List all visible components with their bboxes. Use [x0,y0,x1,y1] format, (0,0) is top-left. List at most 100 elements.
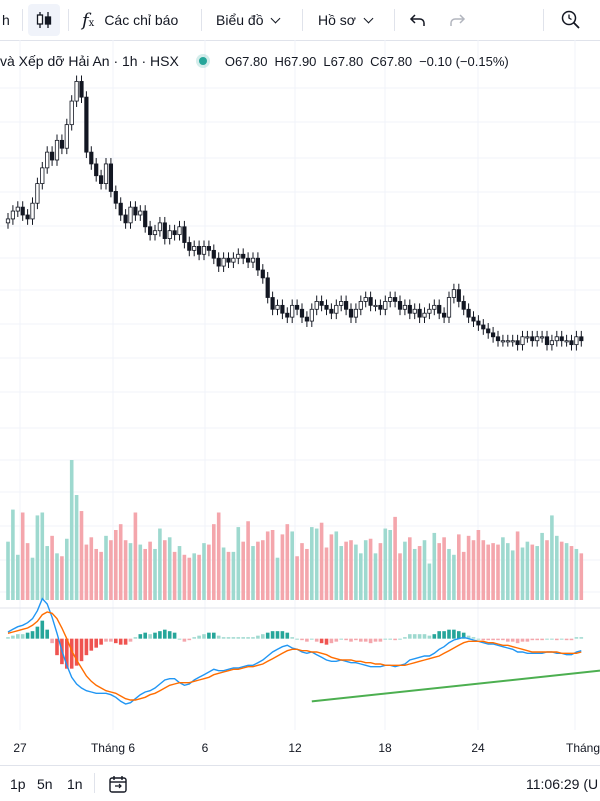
macd-histogram-bar [84,638,89,656]
volume-bar [114,530,118,600]
volume-bar [393,516,397,600]
candle-body [201,246,207,255]
volume-bar [339,546,343,600]
candle-body [245,257,251,263]
range-button-1p[interactable]: 1p [10,775,26,792]
volume-bar [461,551,466,600]
chart-menu-button[interactable]: Biểu đồ [216,0,281,40]
volume-bar [442,537,446,600]
trend-line [311,669,600,703]
go-to-date-button[interactable] [108,766,128,801]
macd-histogram-bar [285,632,290,639]
volume-bar [79,511,84,600]
volume-bar [226,551,231,600]
volume-bar [427,563,432,600]
candle-body [275,304,280,310]
volume-bar [314,528,319,600]
chart-area[interactable]: 27 Tháng 6 6 12 18 24 Tháng [0,40,600,765]
candle-body [422,312,427,318]
candle-body [74,81,79,102]
candle-body [211,249,216,259]
toolbar-cut-label[interactable]: h [2,12,10,28]
macd-histogram-bar [30,631,35,639]
volume-bar [545,540,549,600]
candle-body [15,206,20,212]
volume-bar [412,548,417,600]
candle-body [84,96,89,153]
candle-body [25,214,30,220]
toolbar-divider [394,9,395,31]
magnifier-clock-icon [561,10,580,29]
volume-bar [187,557,192,600]
macd-histogram-bar [192,637,196,639]
range-button-5n[interactable]: 5n [37,775,53,792]
candle-body [54,139,60,161]
candle-body [525,336,530,339]
volume-bar [256,541,260,600]
macd-histogram-bar [388,638,392,640]
toolbar-divider [94,773,95,793]
candle-body [103,163,109,184]
candle-body [540,336,545,339]
candle-body [466,308,471,318]
macd-histogram-bar [143,632,147,639]
volume-bar [305,548,309,600]
volume-bar [354,544,358,600]
volume-bar [432,532,437,600]
quick-search-button[interactable] [560,0,582,40]
volume-bar [94,548,98,600]
macd-histogram-bar [11,635,15,639]
volume-bar [99,551,103,600]
candle-body [59,139,65,149]
macd-histogram-bar [65,638,69,669]
undo-button[interactable] [409,0,427,40]
candle-body [510,340,515,343]
macd-histogram-bar [104,638,108,642]
macd-histogram-bar [123,638,128,645]
candle-body [10,210,15,220]
volume-bar [261,540,265,600]
candle-body [579,336,584,342]
candle-body [241,253,246,259]
candle-body [343,301,349,310]
volume-bar [525,541,530,600]
volume-bar [530,544,535,600]
volume-bar [25,543,30,600]
volume-bar [550,515,554,600]
candle-body [123,214,128,224]
volume-bar [270,530,275,600]
candle-body [373,304,378,307]
profile-menu-button[interactable]: Hồ sơ [318,0,374,40]
candle-body [221,257,226,267]
macd-histogram-bar [329,638,334,644]
volume-bar [535,546,539,600]
candle-body [45,151,50,169]
macd-histogram-bar [202,634,206,639]
macd-histogram-bar [476,638,481,640]
candle-body [294,304,300,310]
candle-body [417,308,422,318]
redo-button[interactable] [448,0,466,40]
candlestick-type-button[interactable] [28,4,60,36]
volume-bar [290,531,294,600]
clock-readout[interactable]: 11:06:29 (U [526,775,599,792]
range-button-1n[interactable]: 1n [67,775,83,792]
macd-histogram-bar [564,638,569,641]
x-tick-label: 12 [288,741,302,755]
candle-body [348,308,354,318]
volume-bar [481,540,486,600]
macd-histogram-bar [550,638,554,640]
symbol-title[interactable]: và Xếp dỡ Hải An · 1h · HSX [0,53,179,69]
time-axis: 27 Tháng 6 6 12 18 24 Tháng [13,741,600,755]
candle-body [236,253,241,259]
candle-body [138,210,143,216]
volume-bar [280,534,285,600]
indicators-button[interactable]: fx Các chỉ báo [82,0,178,40]
candle-body [309,308,314,322]
candle-body [216,257,221,267]
candle-body [314,301,319,310]
volume-bar [324,547,329,600]
macd-histogram-bar [359,638,363,642]
candle-body [412,308,417,314]
candle-body [99,175,104,184]
